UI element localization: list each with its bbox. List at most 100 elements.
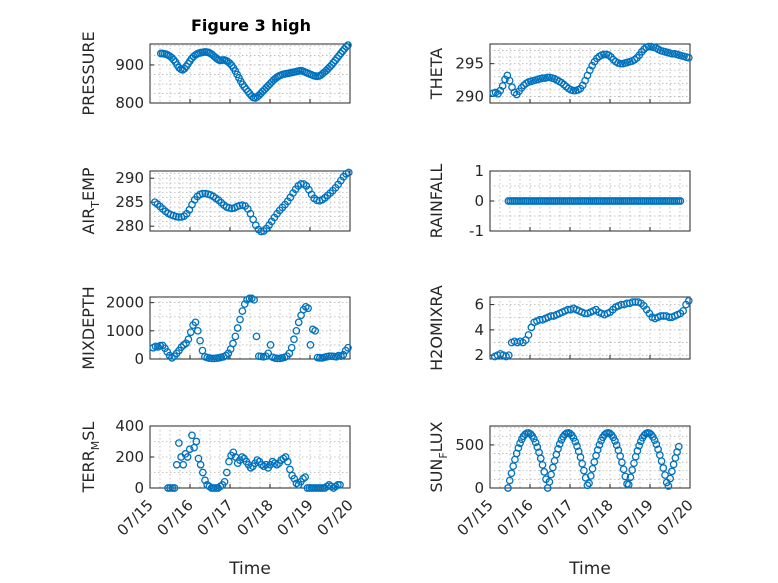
data-point	[266, 341, 275, 349]
data-point	[327, 61, 336, 69]
subplot-rainfall: -1 0 1 RAINFALL	[427, 162, 691, 240]
data-point	[538, 74, 547, 82]
data-point	[220, 477, 229, 486]
data-point	[571, 437, 580, 446]
data-point	[273, 354, 282, 363]
data-point	[656, 312, 665, 320]
data-point	[545, 478, 554, 486]
y-axis-label: MIXDEPTH	[79, 286, 98, 369]
data-point	[619, 465, 628, 474]
data-point	[628, 298, 637, 306]
x-tick-label: 07/15	[114, 496, 157, 539]
data-point	[583, 481, 592, 490]
data-point	[185, 445, 194, 454]
y-tick-label: 1000	[106, 322, 144, 340]
data-point	[175, 439, 183, 447]
y-tick-label: 285	[115, 193, 144, 211]
y-tick-label: 2	[474, 346, 484, 364]
data-point	[192, 437, 201, 446]
data-point	[344, 168, 353, 177]
data-point	[240, 83, 249, 91]
x-tick-label: 07/20	[314, 496, 357, 539]
data-point	[184, 335, 193, 344]
x-tick-label: 07/19	[274, 496, 317, 539]
y-tick-label: 280	[115, 217, 144, 235]
data-point	[315, 354, 324, 362]
y-tick-label: 0	[134, 350, 144, 368]
data-point	[183, 453, 192, 461]
data-point	[304, 304, 312, 313]
data-point	[652, 440, 661, 449]
data-point	[505, 76, 514, 85]
y-tick-label: 0	[474, 479, 484, 497]
data-point	[674, 442, 683, 451]
y-tick-label: 290	[455, 87, 484, 105]
data-point	[628, 466, 637, 474]
data-point	[524, 331, 533, 339]
x-tick-label: 07/17	[534, 496, 577, 539]
data-point	[531, 438, 540, 447]
data-point	[668, 49, 677, 58]
data-point	[585, 479, 593, 488]
data-point	[666, 474, 675, 483]
data-point	[657, 457, 666, 466]
data-point	[507, 469, 516, 478]
data-point	[538, 461, 547, 469]
x-tick-label: 07/17	[194, 496, 237, 539]
subplot-theta: 290 295 THETA	[427, 42, 693, 105]
y-tick-label: 800	[115, 94, 144, 112]
x-tick-label: 07/15	[454, 496, 497, 539]
data-point	[555, 440, 564, 448]
data-point	[509, 462, 518, 471]
subplot-h2omixra: 2 4 6 H2OMIXRA	[427, 285, 693, 371]
axes-frame	[489, 296, 691, 360]
data-point	[644, 42, 653, 51]
data-point	[498, 82, 507, 90]
data-point	[170, 484, 179, 492]
data-point	[633, 447, 642, 455]
data-point	[222, 468, 231, 477]
data-point	[182, 339, 190, 348]
subplot-mixdepth: 0 1000 2000 MIXDEPTH	[79, 286, 352, 370]
data-point	[586, 472, 595, 480]
data-point	[530, 434, 538, 443]
data-point	[196, 460, 205, 469]
data-point	[252, 332, 261, 341]
data-point	[224, 349, 233, 358]
y-tick-label: 4	[474, 321, 484, 339]
x-axis-label: Time	[228, 559, 271, 579]
data-point	[311, 326, 320, 335]
data-point	[588, 464, 597, 473]
y-axis-label: RAINFALL	[427, 164, 446, 239]
data-point	[612, 441, 621, 450]
data-point	[233, 324, 242, 332]
y-tick-label: 500	[455, 436, 484, 454]
data-point	[212, 484, 220, 492]
data-point	[588, 61, 597, 70]
data-point	[229, 339, 237, 348]
figure-title: Figure 3 high	[191, 16, 311, 35]
data-point	[578, 459, 587, 468]
data-point	[318, 484, 327, 492]
data-point	[191, 318, 200, 327]
data-point	[306, 341, 315, 349]
data-point	[177, 343, 186, 352]
data-point	[196, 336, 204, 345]
data-point	[626, 473, 635, 482]
data-point	[240, 300, 249, 308]
y-tick-label: -1	[469, 222, 484, 240]
data-point	[659, 464, 668, 472]
data-point	[650, 436, 659, 445]
x-tick-label: 07/18	[574, 496, 617, 539]
data-point	[342, 42, 351, 51]
data-point	[281, 453, 290, 461]
y-axis-label: H2OMIXRA	[427, 285, 446, 371]
data-point	[668, 467, 676, 476]
y-tick-label: 0	[474, 192, 484, 210]
data-point	[618, 458, 626, 467]
data-point	[661, 471, 669, 479]
data-point	[325, 352, 334, 361]
data-point	[679, 307, 688, 315]
data-point	[516, 439, 524, 448]
